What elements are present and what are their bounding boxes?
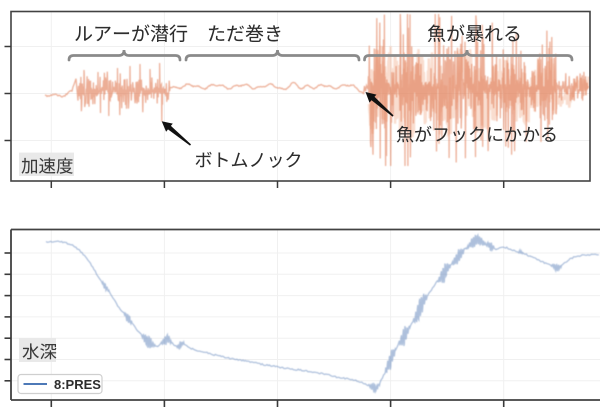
svg-text:8:PRES: 8:PRES — [54, 377, 101, 392]
